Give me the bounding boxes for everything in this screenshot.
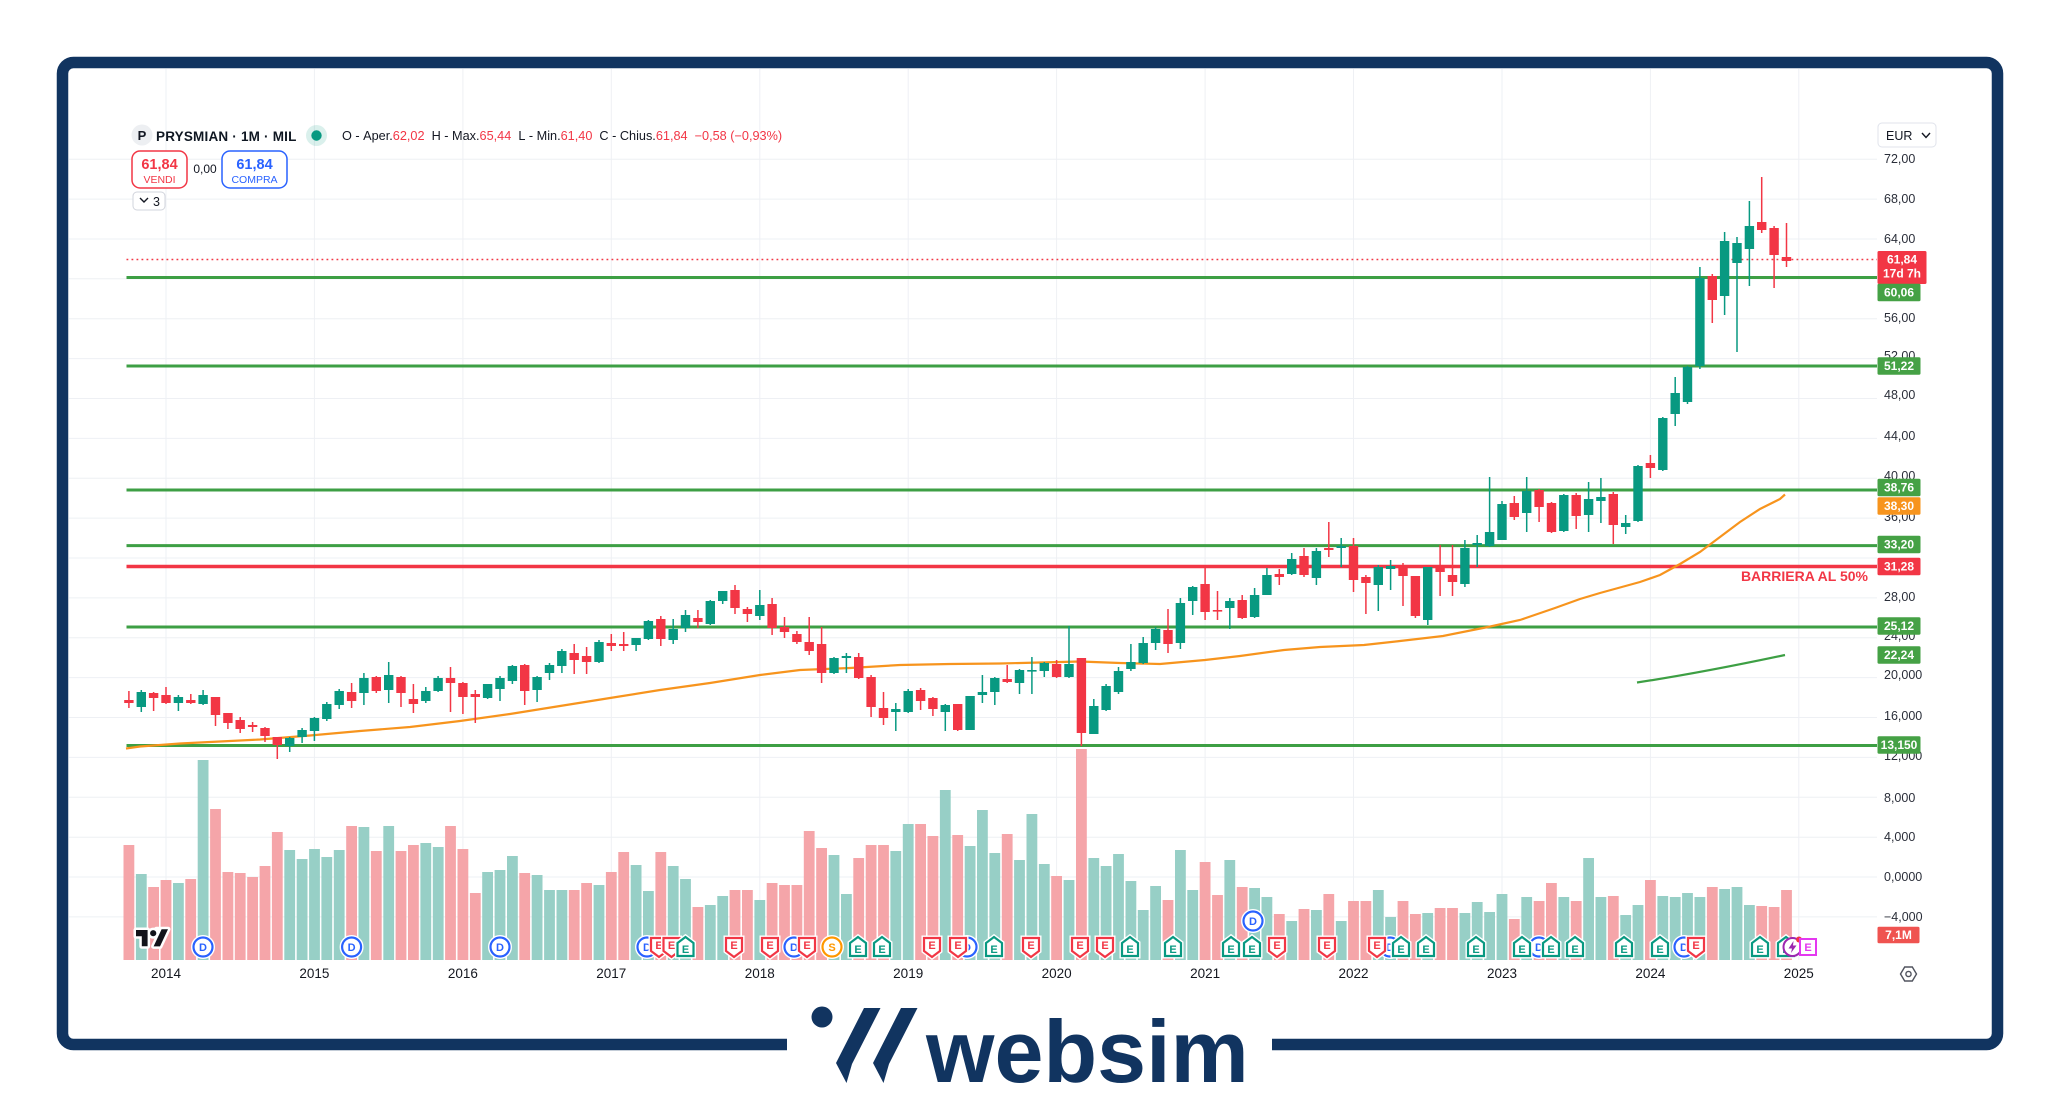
svg-text:E: E (854, 944, 861, 956)
svg-text:3: 3 (153, 195, 160, 209)
svg-text:8,000: 8,000 (1884, 791, 1915, 805)
svg-text:E: E (1273, 940, 1280, 952)
svg-text:2018: 2018 (745, 966, 775, 981)
svg-text:D: D (643, 942, 651, 954)
svg-text:E: E (803, 940, 810, 952)
svg-text:E: E (928, 940, 935, 952)
svg-text:BARRIERA AL 50%: BARRIERA AL 50% (1741, 568, 1869, 584)
svg-text:S: S (828, 942, 835, 954)
svg-text:72,00: 72,00 (1884, 152, 1915, 166)
svg-text:2021: 2021 (1190, 966, 1220, 981)
svg-text:60,06: 60,06 (1884, 286, 1914, 300)
svg-text:E: E (668, 940, 675, 952)
svg-text:2019: 2019 (893, 966, 923, 981)
svg-text:E: E (954, 940, 961, 952)
svg-text:D: D (1535, 942, 1543, 954)
svg-text:4,000: 4,000 (1884, 830, 1915, 844)
svg-text:E: E (1101, 940, 1108, 952)
svg-text:16,000: 16,000 (1884, 709, 1922, 723)
svg-text:61,84: 61,84 (236, 157, 272, 173)
svg-text:D: D (790, 942, 798, 954)
svg-text:D: D (1249, 916, 1257, 928)
svg-text:E: E (1169, 944, 1176, 956)
svg-text:22,24: 22,24 (1884, 648, 1914, 662)
svg-text:28,00: 28,00 (1884, 590, 1915, 604)
svg-text:E: E (1227, 944, 1234, 956)
svg-text:D: D (1386, 942, 1394, 954)
svg-text:2020: 2020 (1042, 966, 1072, 981)
svg-text:13,150: 13,150 (1881, 738, 1918, 752)
svg-text:E: E (1373, 940, 1380, 952)
svg-text:E: E (1804, 942, 1811, 954)
svg-text:E: E (1518, 944, 1525, 956)
svg-text:D: D (496, 942, 504, 954)
svg-text:51,22: 51,22 (1884, 359, 1914, 373)
svg-text:38,30: 38,30 (1884, 499, 1914, 513)
svg-text:17d 7h: 17d 7h (1883, 267, 1921, 281)
svg-text:2016: 2016 (448, 966, 478, 981)
svg-text:COMPRA: COMPRA (231, 174, 277, 186)
svg-text:E: E (1248, 944, 1255, 956)
svg-text:2024: 2024 (1635, 966, 1666, 981)
svg-text:E: E (1076, 940, 1083, 952)
svg-text:O - Aper.62,02 H - Max.65,44: O - Aper.62,02 H - Max.65,44 L - Min.61,… (342, 129, 782, 143)
svg-text:48,00: 48,00 (1884, 388, 1915, 402)
svg-text:E: E (1620, 944, 1627, 956)
svg-text:E: E (730, 940, 737, 952)
svg-text:61,84: 61,84 (141, 157, 177, 173)
svg-text:E: E (1571, 944, 1578, 956)
svg-text:7,1M: 7,1M (1885, 928, 1912, 942)
svg-text:D: D (348, 942, 356, 954)
svg-text:20,000: 20,000 (1884, 668, 1922, 682)
svg-text:2022: 2022 (1338, 966, 1368, 981)
svg-text:E: E (878, 944, 885, 956)
svg-text:VENDI: VENDI (143, 174, 175, 186)
svg-text:E: E (766, 940, 773, 952)
svg-text:25,12: 25,12 (1884, 619, 1914, 633)
svg-text:E: E (1126, 944, 1133, 956)
svg-text:2025: 2025 (1784, 966, 1814, 981)
svg-text:E: E (1323, 940, 1330, 952)
svg-text:E: E (1547, 944, 1554, 956)
svg-text:D: D (1680, 942, 1688, 954)
svg-text:56,00: 56,00 (1884, 311, 1915, 325)
svg-text:68,00: 68,00 (1884, 192, 1915, 206)
svg-text:64,00: 64,00 (1884, 232, 1915, 246)
svg-text:EUR: EUR (1886, 129, 1912, 143)
svg-text:E: E (682, 944, 689, 956)
svg-text:31,28: 31,28 (1884, 560, 1914, 574)
svg-text:2015: 2015 (299, 966, 329, 981)
svg-text:61,84: 61,84 (1887, 252, 1917, 266)
svg-text:E: E (1422, 944, 1429, 956)
svg-text:websim: websim (925, 1002, 1249, 1101)
svg-text:2023: 2023 (1487, 966, 1517, 981)
svg-text:E: E (1756, 944, 1763, 956)
svg-text:−4,000: −4,000 (1884, 910, 1923, 924)
svg-text:P: P (138, 128, 147, 143)
svg-text:33,20: 33,20 (1884, 538, 1914, 552)
svg-text:2014: 2014 (151, 966, 182, 981)
svg-text:PRYSMIAN · 1M · MIL: PRYSMIAN · 1M · MIL (156, 129, 297, 144)
svg-text:E: E (1692, 940, 1699, 952)
svg-text:44,00: 44,00 (1884, 429, 1915, 443)
svg-text:38,76: 38,76 (1884, 481, 1914, 495)
svg-text:2017: 2017 (596, 966, 626, 981)
svg-text:E: E (990, 944, 997, 956)
svg-text:E: E (1472, 944, 1479, 956)
svg-text:E: E (1027, 940, 1034, 952)
svg-text:0,00: 0,00 (193, 162, 217, 176)
svg-text:E: E (1656, 944, 1663, 956)
svg-text:D: D (199, 942, 207, 954)
svg-text:0,0000: 0,0000 (1884, 870, 1922, 884)
svg-text:E: E (1397, 944, 1404, 956)
svg-text:E: E (655, 940, 662, 952)
